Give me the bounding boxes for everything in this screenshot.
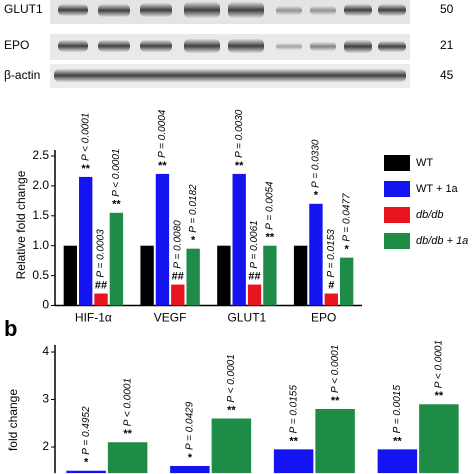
blot-label: β-actin bbox=[4, 68, 40, 82]
y-tick-label: 0 bbox=[42, 298, 49, 312]
y-tick-label: 0.5 bbox=[32, 268, 49, 282]
legend-label: WT + 1a bbox=[416, 183, 459, 195]
blot-label: EPO bbox=[4, 38, 29, 52]
p-value: P = 0.4952 bbox=[81, 406, 92, 455]
significance-mark: ** bbox=[81, 163, 90, 175]
significance-mark: ** bbox=[435, 390, 444, 402]
significance-mark: ** bbox=[331, 395, 340, 407]
p-value: P < 0.0001 bbox=[226, 354, 237, 402]
p-value: P = 0.0054 bbox=[265, 181, 276, 230]
significance-mark: ## bbox=[248, 270, 260, 282]
bar bbox=[324, 293, 338, 306]
bar bbox=[107, 442, 148, 474]
x-tick-label: VEGF bbox=[154, 311, 187, 325]
significance-mark: ** bbox=[123, 428, 132, 440]
legend-label: db/db + 1a bbox=[416, 235, 468, 247]
y-tick-label: 3 bbox=[42, 392, 49, 406]
p-value: P < 0.0001 bbox=[122, 378, 133, 426]
blot-label: GLUT1 bbox=[4, 2, 43, 16]
p-value: P < 0.0001 bbox=[80, 113, 91, 161]
bar bbox=[171, 284, 185, 306]
bar bbox=[315, 409, 355, 474]
significance-mark: ## bbox=[95, 279, 107, 291]
p-value: P = 0.0003 bbox=[96, 229, 107, 278]
p-value: P = 0.0429 bbox=[185, 401, 196, 450]
significance-mark: ** bbox=[289, 435, 298, 447]
significance-mark: * bbox=[345, 244, 350, 256]
y-tick-label: 1.0 bbox=[32, 238, 49, 252]
p-value: P = 0.0182 bbox=[188, 184, 199, 233]
bar bbox=[419, 404, 459, 474]
bar bbox=[170, 465, 210, 474]
legend-label: db/db bbox=[416, 209, 444, 221]
significance-mark: ** bbox=[393, 435, 402, 447]
significance-mark: ** bbox=[227, 404, 236, 416]
y-tick-label: 2 bbox=[42, 439, 49, 453]
bar bbox=[232, 173, 246, 306]
significance-mark: ** bbox=[266, 232, 275, 244]
y-axis-label: Relative fold change bbox=[14, 170, 28, 279]
legend-label: WT bbox=[416, 157, 433, 169]
blot-kda: 45 bbox=[440, 68, 454, 82]
x-tick-label: GLUT1 bbox=[228, 311, 267, 325]
legend-swatch bbox=[384, 155, 410, 171]
p-value: P = 0.0004 bbox=[157, 109, 168, 158]
blot-kda: 21 bbox=[440, 38, 454, 52]
legend-swatch bbox=[384, 207, 410, 223]
bar bbox=[293, 245, 308, 306]
y-tick-label: 2.5 bbox=[32, 148, 49, 162]
bar bbox=[63, 245, 78, 306]
p-value: P = 0.0030 bbox=[234, 109, 245, 158]
bar bbox=[79, 176, 93, 306]
bar bbox=[339, 257, 354, 306]
bar bbox=[155, 173, 170, 306]
bar bbox=[273, 449, 314, 474]
western-blot: GLUT1 EPO β-actin 50 21 45 bbox=[4, 0, 454, 88]
bar bbox=[94, 293, 108, 306]
significance-mark: ** bbox=[235, 160, 244, 172]
p-value: P = 0.0153 bbox=[326, 229, 337, 278]
x-tick-label: EPO bbox=[311, 311, 336, 325]
significance-mark: * bbox=[314, 190, 319, 202]
significance-mark: * bbox=[188, 452, 193, 464]
significance-mark: ## bbox=[172, 270, 184, 282]
x-tick-label: HIF-1α bbox=[75, 311, 112, 325]
p-value: P = 0.0155 bbox=[288, 385, 299, 434]
bar bbox=[217, 245, 231, 306]
y-tick-label: 1.5 bbox=[32, 208, 49, 222]
bar bbox=[377, 449, 418, 474]
p-value: P = 0.0477 bbox=[341, 193, 352, 242]
significance-mark: # bbox=[328, 279, 334, 291]
bar bbox=[211, 418, 252, 474]
legend-swatch bbox=[384, 233, 410, 249]
bar bbox=[263, 245, 277, 306]
p-value: P = 0.0330 bbox=[311, 139, 322, 188]
y-tick-label: 4 bbox=[42, 344, 49, 358]
bar bbox=[309, 203, 323, 306]
significance-mark: ** bbox=[158, 160, 167, 172]
p-value: P < 0.0001 bbox=[434, 340, 445, 388]
p-value: P = 0.0080 bbox=[172, 220, 183, 269]
p-value: P = 0.0061 bbox=[249, 220, 260, 268]
bar bbox=[109, 212, 124, 306]
p-value: P = 0.0015 bbox=[392, 385, 403, 434]
significance-mark: * bbox=[84, 457, 89, 469]
significance-mark: ** bbox=[112, 199, 121, 211]
y-axis-label: fold change bbox=[6, 389, 20, 451]
p-value: P < 0.0001 bbox=[111, 149, 122, 197]
bar bbox=[66, 470, 106, 474]
bar bbox=[247, 284, 262, 306]
y-tick-label: 2.0 bbox=[32, 178, 49, 192]
legend-swatch bbox=[384, 181, 410, 197]
panel-label: b bbox=[4, 316, 17, 341]
bar bbox=[186, 248, 200, 306]
significance-mark: * bbox=[191, 235, 196, 247]
p-value: P < 0.0001 bbox=[330, 345, 341, 393]
bar bbox=[140, 245, 154, 306]
blot-kda: 50 bbox=[440, 2, 454, 16]
